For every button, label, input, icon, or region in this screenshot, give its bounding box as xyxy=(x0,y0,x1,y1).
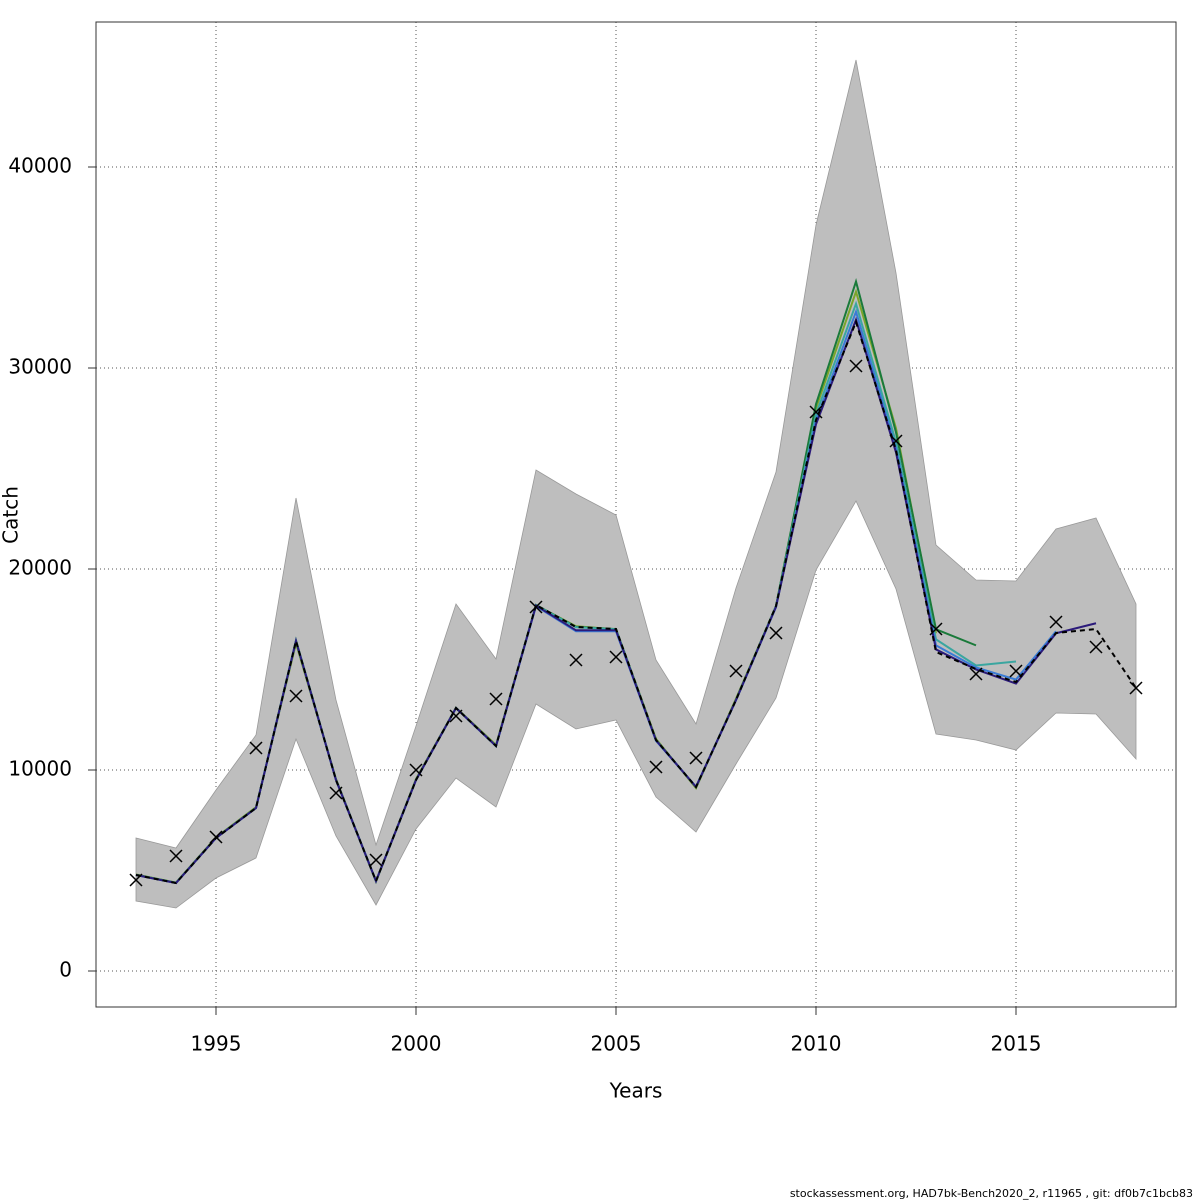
y-tick-label: 10000 xyxy=(8,757,72,781)
observation-marker xyxy=(129,873,143,887)
series-line xyxy=(135,319,1137,885)
x-tick-label: 1995 xyxy=(191,1032,242,1056)
y-tick-label: 40000 xyxy=(8,154,72,178)
observation-marker xyxy=(889,434,903,448)
plot-frame xyxy=(95,21,1177,1008)
observation-marker xyxy=(1009,664,1023,678)
observation-marker xyxy=(809,405,823,419)
x-axis-label: Years xyxy=(609,1079,663,1103)
observation-marker xyxy=(969,667,983,681)
observation-marker xyxy=(289,689,303,703)
observation-marker xyxy=(729,664,743,678)
observation-marker xyxy=(1049,615,1063,629)
observation-marker xyxy=(249,741,263,755)
x-tick-label: 2010 xyxy=(791,1032,842,1056)
observation-marker xyxy=(489,692,503,706)
observation-marker xyxy=(769,626,783,640)
x-tick-label: 2005 xyxy=(591,1032,642,1056)
observation-marker xyxy=(209,830,223,844)
x-tick-label: 2000 xyxy=(391,1032,442,1056)
observation-marker xyxy=(929,622,943,636)
confidence-band xyxy=(135,59,1137,909)
observation-marker xyxy=(409,763,423,777)
observation-marker xyxy=(329,786,343,800)
observation-marker xyxy=(369,853,383,867)
y-tick-label: 30000 xyxy=(8,355,72,379)
observation-marker xyxy=(689,751,703,765)
observation-marker xyxy=(529,600,543,614)
observation-marker xyxy=(849,359,863,373)
y-axis-label: Catch xyxy=(0,486,23,544)
observation-marker xyxy=(609,650,623,664)
observation-marker xyxy=(649,760,663,774)
observation-marker xyxy=(449,709,463,723)
observation-marker xyxy=(1129,681,1143,695)
observation-marker xyxy=(569,653,583,667)
footer: stockassessment.org, HAD7bk-Bench2020_2,… xyxy=(790,1187,1193,1200)
observation-marker xyxy=(1089,640,1103,654)
x-tick-label: 2015 xyxy=(991,1032,1042,1056)
y-tick-label: 20000 xyxy=(8,556,72,580)
y-tick-label: 0 xyxy=(59,958,72,982)
observation-marker xyxy=(169,849,183,863)
